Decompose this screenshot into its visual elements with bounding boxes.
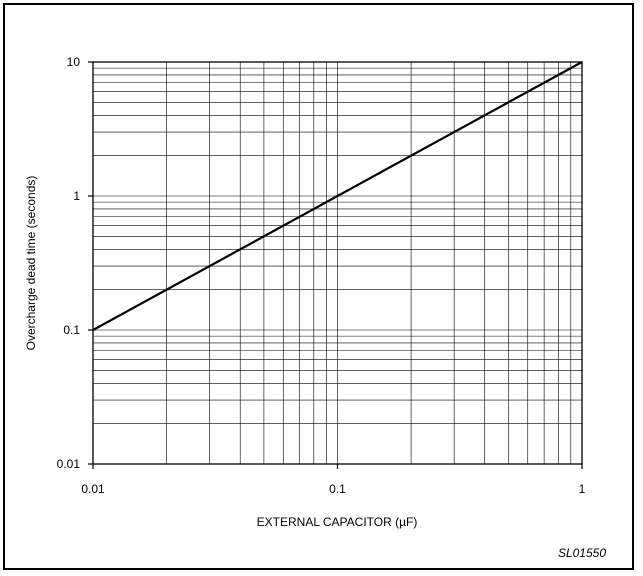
series-line xyxy=(92,61,583,331)
figure-frame xyxy=(3,3,634,570)
y-tick-label: 1 xyxy=(73,189,80,203)
x-tick-labels: 0.01 0.1 1 xyxy=(81,482,585,496)
x-tick-label: 0.01 xyxy=(81,482,105,496)
grid-lines xyxy=(93,62,582,464)
series-group xyxy=(92,61,583,331)
x-tick-label: 1 xyxy=(579,482,586,496)
y-tick-label: 10 xyxy=(67,55,81,69)
y-axis-title: Overcharge dead time (seconds) xyxy=(24,176,38,351)
figure-id: SL01550 xyxy=(558,546,606,560)
x-tick-label: 0.1 xyxy=(329,482,346,496)
tick-marks xyxy=(88,61,583,469)
y-tick-label: 0.01 xyxy=(57,457,81,471)
y-tick-label: 0.1 xyxy=(63,323,80,337)
x-axis-title: EXTERNAL CAPACITOR (µF) xyxy=(257,515,418,529)
y-tick-labels: 0.01 0.1 1 10 xyxy=(57,55,81,471)
